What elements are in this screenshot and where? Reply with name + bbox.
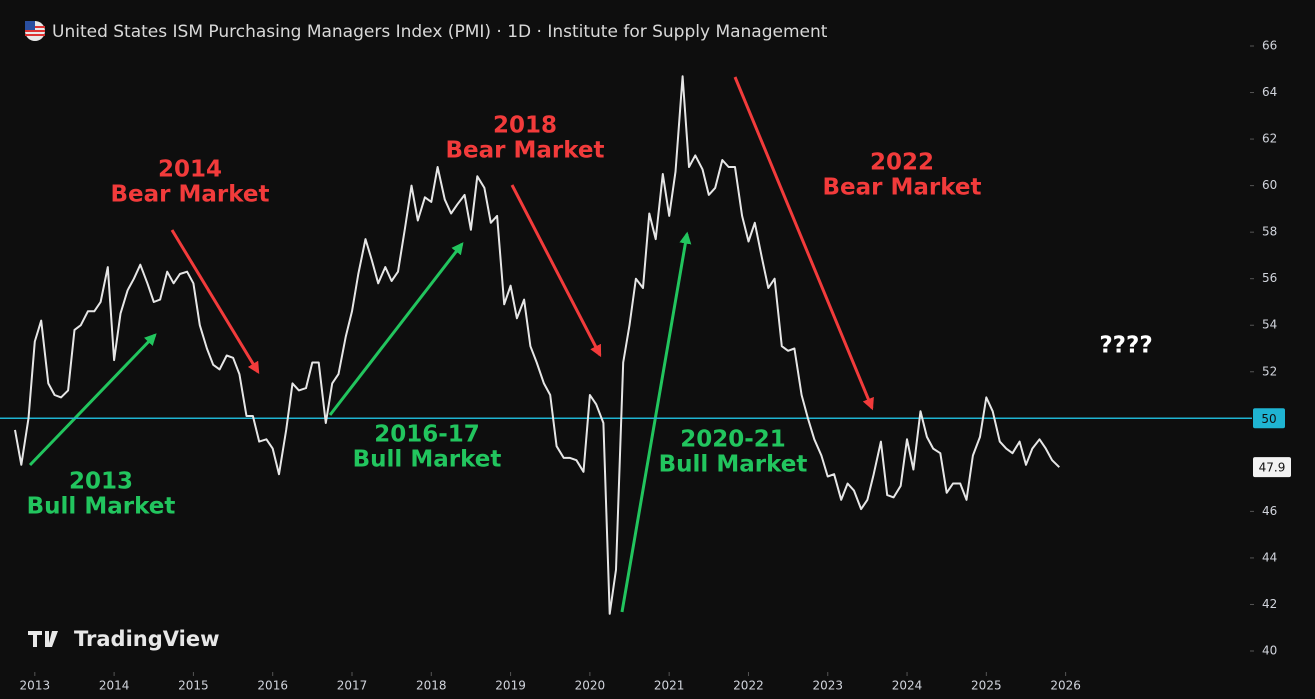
x-tick-label: 2014 — [99, 679, 130, 693]
y-tick-label: 56 — [1262, 271, 1277, 285]
y-tick-label: 62 — [1262, 132, 1277, 146]
x-tick-label: 2024 — [892, 679, 923, 693]
annotation: 2016-17 — [374, 422, 480, 448]
x-tick-label: 2018 — [416, 679, 447, 693]
y-tick-label: 52 — [1262, 364, 1277, 378]
y-tick-label: 40 — [1262, 644, 1277, 658]
x-tick-label: 2017 — [337, 679, 368, 693]
y-tick-label: 66 — [1262, 39, 1277, 53]
annotation: Bear Market — [822, 175, 981, 201]
y-tick-label: 46 — [1262, 504, 1277, 518]
y-tick-label: 64 — [1262, 85, 1277, 99]
x-tick-label: 2025 — [971, 679, 1002, 693]
last-value-label: 47.9 — [1259, 461, 1286, 475]
arrow — [328, 242, 464, 416]
arrow — [620, 231, 692, 613]
arrows — [28, 76, 874, 613]
pmi-line — [14, 75, 1060, 615]
last-value-box — [1253, 457, 1291, 478]
chart-title: United States ISM Purchasing Managers In… — [52, 22, 828, 42]
arrow — [733, 76, 874, 411]
arrow — [510, 184, 602, 358]
x-tick-label: 2019 — [495, 679, 526, 693]
annotation: 2022 — [870, 150, 934, 176]
x-tick-label: 2022 — [733, 679, 764, 693]
reference-label-box — [1253, 408, 1285, 429]
annotation: Bull Market — [659, 452, 808, 478]
watermark: TradingView — [28, 627, 219, 651]
y-tick-label: 54 — [1262, 318, 1277, 332]
arrow — [170, 229, 260, 375]
y-tick-label: 42 — [1262, 597, 1277, 611]
watermark-text: TradingView — [74, 627, 219, 651]
x-tick-label: 2023 — [812, 679, 843, 693]
annotation: Bear Market — [110, 182, 269, 208]
x-tick-label: 2015 — [178, 679, 209, 693]
annotation: 2013 — [69, 469, 133, 495]
flag-icon — [25, 21, 45, 41]
reference-label: 50 — [1261, 412, 1276, 426]
x-tick-label: 2013 — [20, 679, 51, 693]
annotation: 2018 — [493, 113, 557, 139]
annotation: ???? — [1099, 333, 1152, 359]
x-tick-label: 2021 — [654, 679, 685, 693]
y-tick-label: 58 — [1262, 225, 1277, 239]
x-tick-label: 2020 — [575, 679, 606, 693]
annotation: Bull Market — [27, 494, 176, 520]
annotation: Bear Market — [445, 138, 604, 164]
y-tick-label: 44 — [1262, 550, 1277, 564]
annotation: 2014 — [158, 157, 222, 183]
x-tick-label: 2016 — [257, 679, 288, 693]
annotation: Bull Market — [353, 447, 502, 473]
x-tick-label: 2026 — [1050, 679, 1081, 693]
y-tick-label: 60 — [1262, 178, 1277, 192]
arrow — [28, 333, 157, 467]
annotation: 2020-21 — [680, 427, 786, 453]
